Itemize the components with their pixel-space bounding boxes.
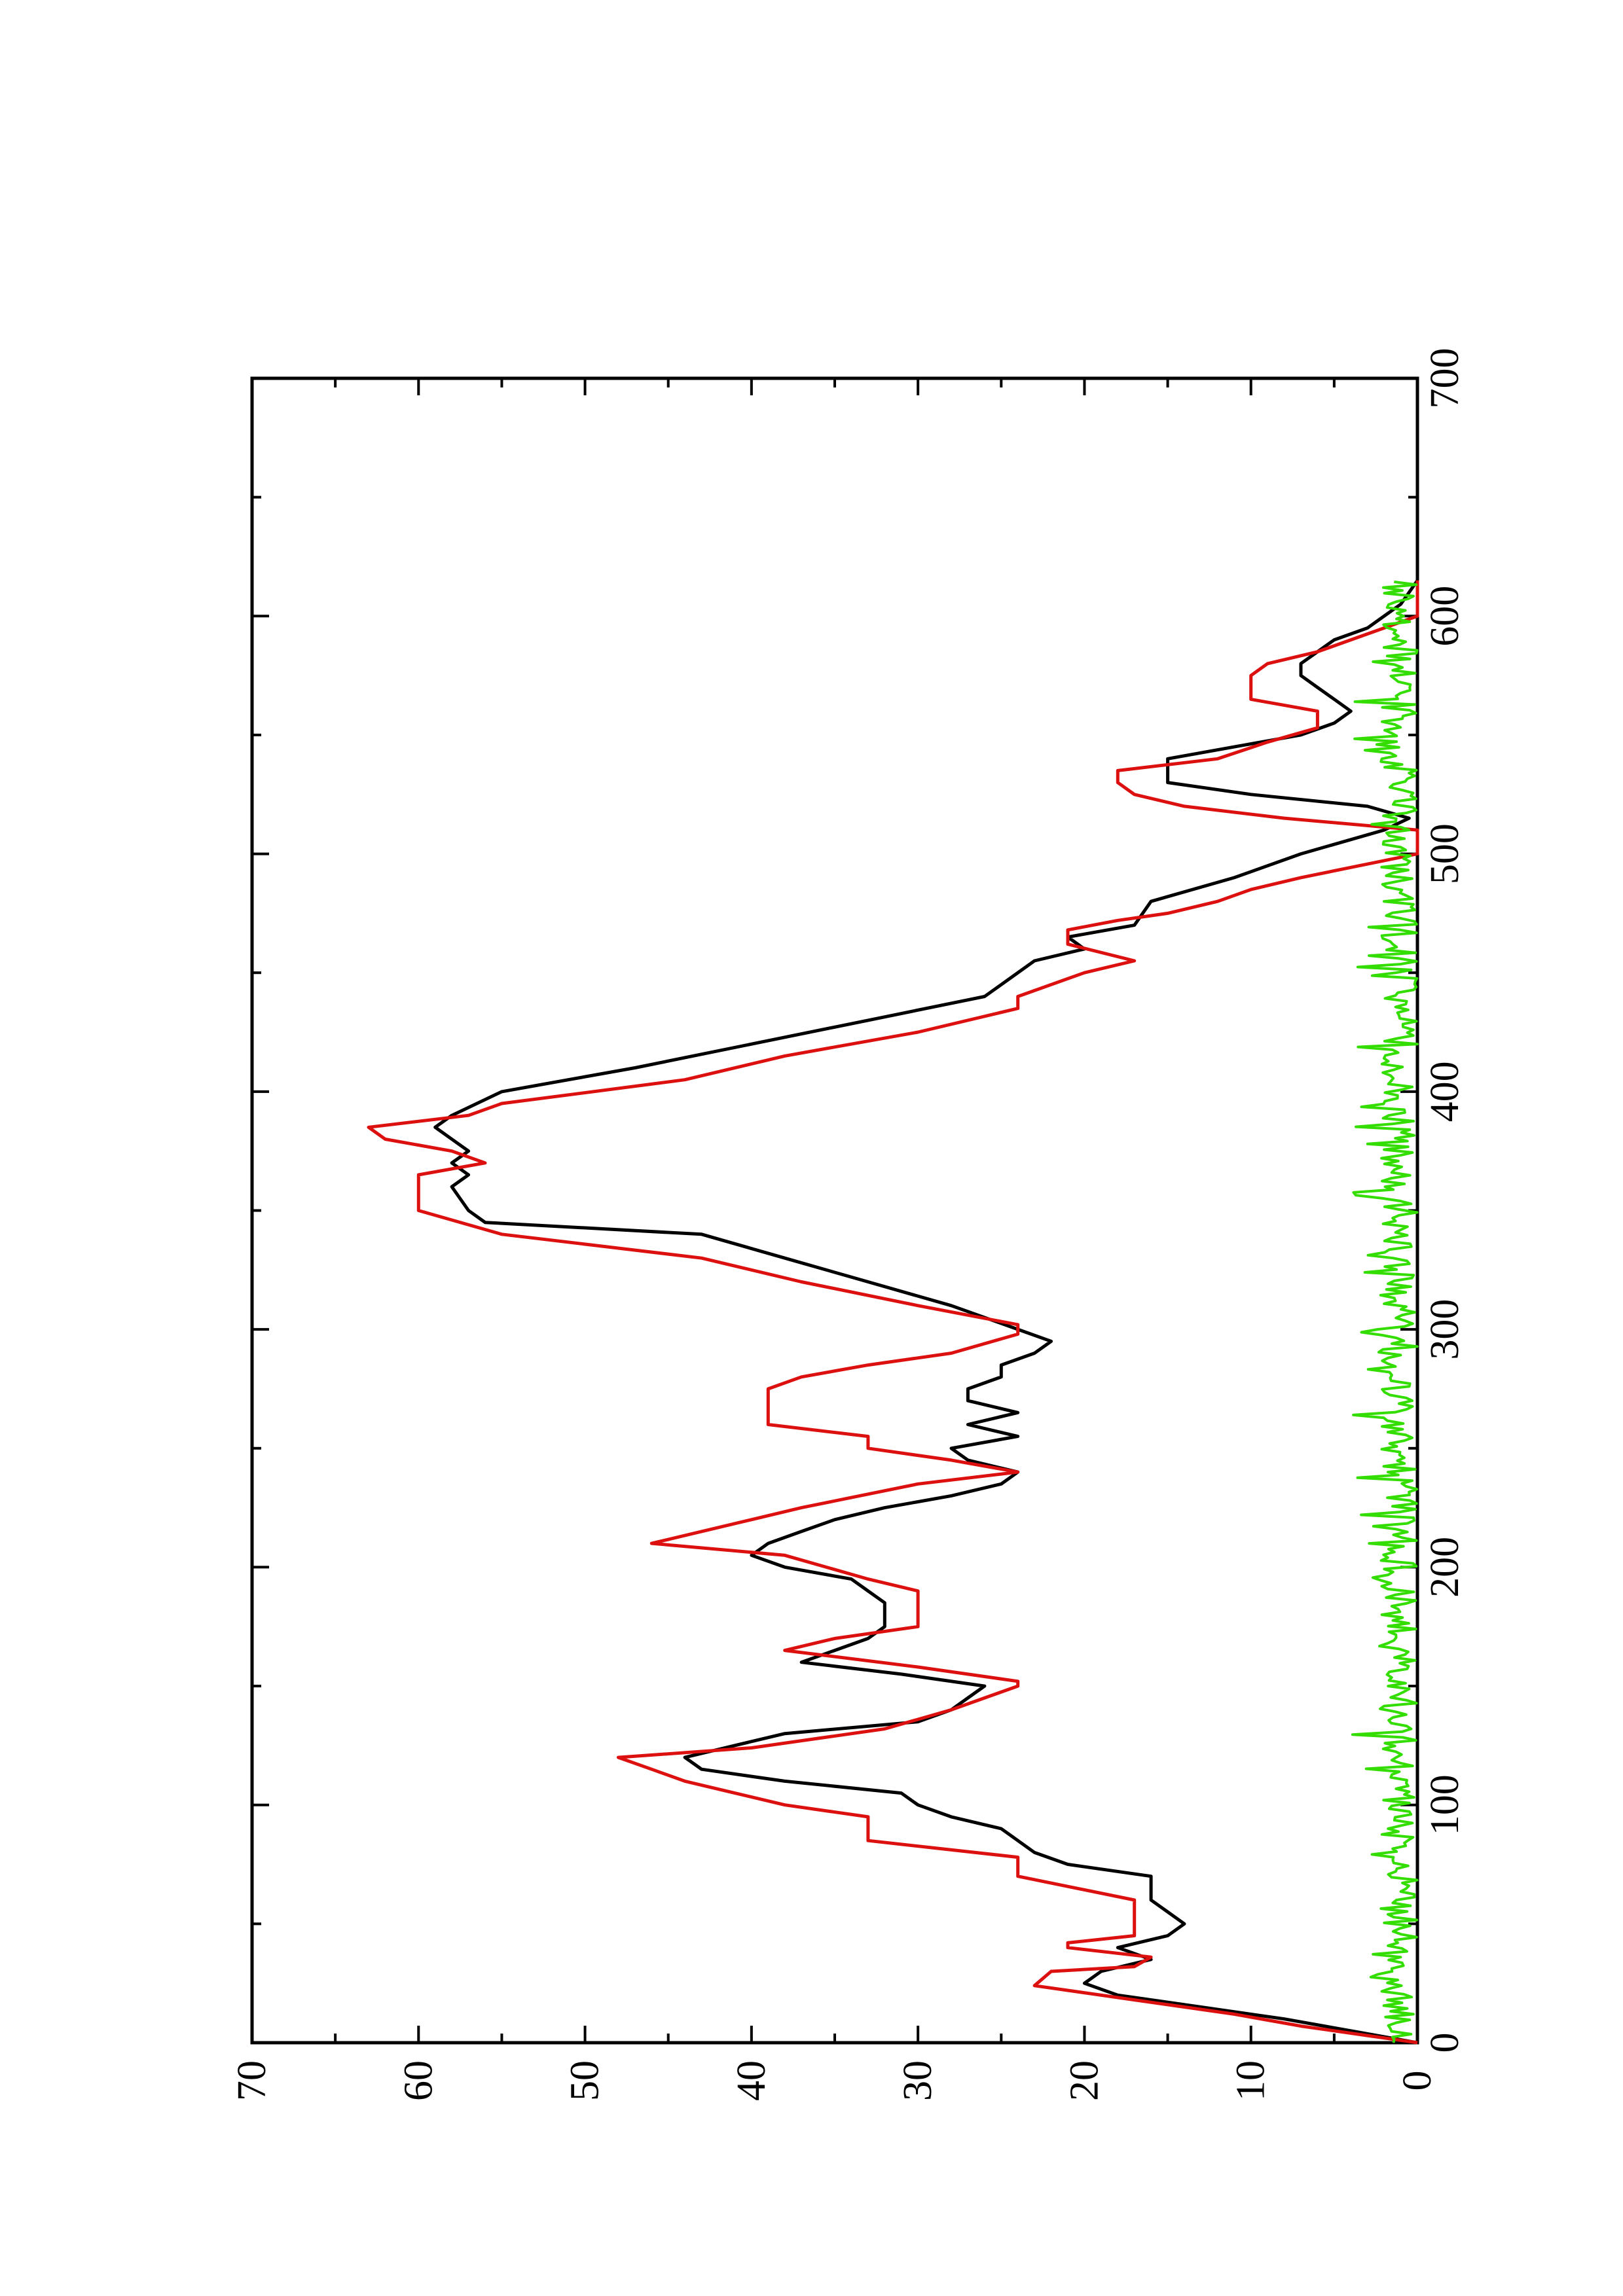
series-line-1: [433, 579, 1419, 2045]
y-tick-label: 30: [896, 2060, 940, 2101]
y-tick-label: 70: [230, 2060, 274, 2101]
series-line-3: [1351, 581, 1419, 2043]
y-tick-label: 0: [1395, 2071, 1440, 2091]
x-tick-label: 600: [1423, 586, 1467, 647]
plot-frame: [250, 376, 1419, 2045]
x-tick-label: 200: [1423, 1537, 1467, 1598]
y-tick-label: 20: [1062, 2060, 1106, 2101]
x-tick-label: 100: [1423, 1774, 1467, 1835]
y-tick-label: 10: [1229, 2060, 1273, 2101]
y-tick-label: 40: [729, 2060, 774, 2101]
tick-labels: 0 100 200 300 400 500 600 700 0 10 20 30 40 50 60 70: [230, 348, 1467, 2102]
tick-marks: [251, 377, 1419, 2044]
x-tick-label: 400: [1423, 1061, 1467, 1122]
y-tick-label: 60: [396, 2060, 441, 2101]
y-tick-label: 50: [563, 2060, 608, 2101]
x-tick-label: 500: [1423, 823, 1467, 884]
series-line-2: [367, 580, 1419, 2045]
x-tick-label: 300: [1423, 1299, 1467, 1360]
x-tick-label: 0: [1423, 2033, 1467, 2053]
x-tick-label: 700: [1423, 348, 1467, 409]
series-group: [367, 579, 1419, 2045]
